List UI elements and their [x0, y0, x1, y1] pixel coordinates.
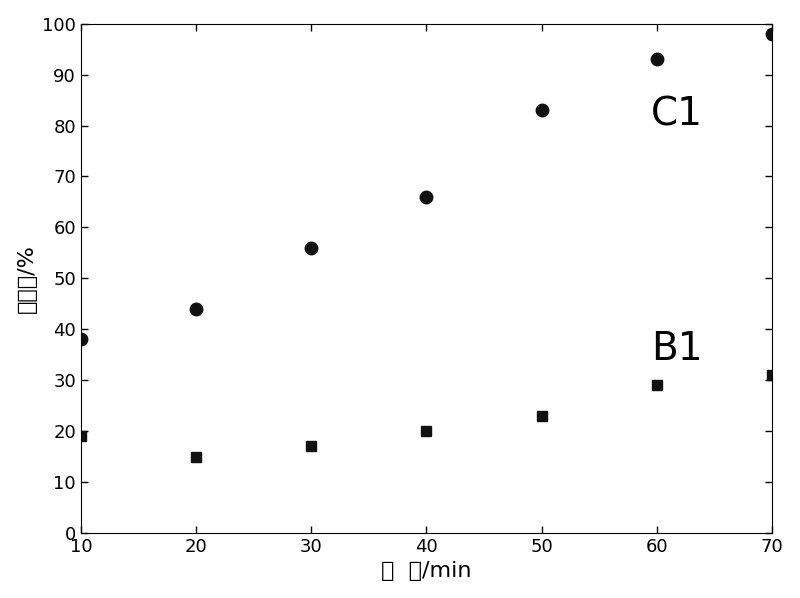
X-axis label: 时  间/min: 时 间/min — [382, 562, 472, 581]
Text: B1: B1 — [651, 329, 702, 368]
Y-axis label: 脱色率/%: 脱色率/% — [17, 244, 37, 313]
Text: C1: C1 — [651, 96, 703, 133]
